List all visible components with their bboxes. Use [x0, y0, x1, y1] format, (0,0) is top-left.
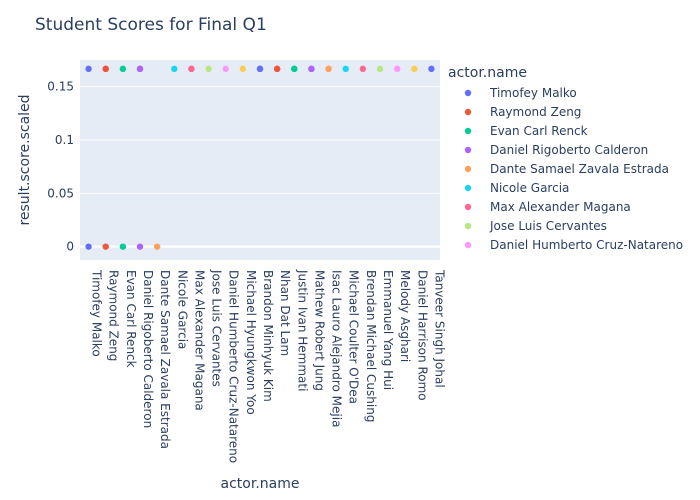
legend-label: Nicole Garcia [490, 181, 569, 195]
legend-label: Jose Luis Cervantes [489, 219, 607, 233]
legend-item-daniel-humberto-cruz-natareno[interactable]: Daniel Humberto Cruz-Natareno [464, 238, 683, 252]
point-brandon-minhyuk-kim[interactable] [256, 65, 264, 73]
x-tick-label: Justin Ivan Hemmati [295, 269, 309, 391]
point-emmanuel-yang-hui[interactable] [376, 65, 384, 73]
point-mathew-robert-jung[interactable] [308, 65, 315, 73]
x-tick-label: Melody Asghari [398, 270, 412, 362]
legend-item-dante-samael-zavala-estrada[interactable]: Dante Samael Zavala Estrada [464, 162, 669, 176]
x-tick-label: Isac Lauro Alejandro Mejia [330, 270, 344, 427]
x-axis-title: actor.name [221, 476, 300, 492]
x-tick-label: Max Alexander Magana [192, 270, 206, 411]
y-tick-label: 0.05 [47, 186, 74, 200]
x-tick-label: Jose Luis Cervantes [210, 269, 224, 387]
legend-item-nicole-garcia[interactable]: Nicole Garcia [464, 181, 570, 195]
point-timofey-malko[interactable] [85, 243, 92, 250]
legend-label: Max Alexander Magana [490, 200, 631, 214]
point-dante-samael-zavala-estrada[interactable] [153, 243, 161, 250]
legend[interactable]: actor.name Timofey Malko Raymond Zeng Evan… [448, 65, 683, 252]
legend-label: Daniel Rigoberto Calderon [490, 143, 648, 157]
x-tick-label: Dante Samael Zavala Estrada [158, 270, 172, 449]
legend-marker [464, 108, 472, 116]
x-tick-label: Mathew Robert Jung [312, 270, 326, 391]
point-justin-ivan-hemmati[interactable] [291, 65, 298, 73]
legend-marker [464, 184, 472, 192]
x-tick-label: Brendan Michael Cushing [364, 270, 378, 422]
x-tick-label: Daniel Harrison Romo [415, 270, 429, 401]
legend-marker [464, 241, 472, 249]
y-axis-ticks: 0 0.05 0.1 0.15 [47, 80, 74, 254]
scatter-points[interactable] [85, 65, 435, 250]
legend-label: Raymond Zeng [490, 105, 581, 119]
point-jose-luis-cervantes[interactable] [205, 65, 212, 73]
legend-label: Evan Carl Renck [490, 124, 588, 138]
legend-label: Timofey Malko [489, 86, 577, 100]
x-tick-label: Daniel Humberto Cruz-Natareno [227, 270, 241, 463]
legend-item-max-alexander-magana[interactable]: Max Alexander Magana [464, 200, 631, 214]
point-evan-carl-renck[interactable] [119, 243, 127, 250]
point-brendan-michael-cushing[interactable] [359, 65, 367, 73]
x-tick-label: Daniel Rigoberto Calderon [141, 270, 155, 428]
x-tick-label: Timofey Malko [90, 269, 104, 357]
point-daniel-rigoberto-calderon[interactable] [136, 65, 144, 73]
legend-item-timofey-malko[interactable]: Timofey Malko [464, 86, 577, 100]
x-tick-label: Michael Hyungkwon Yoo [244, 270, 258, 415]
x-tick-label: Brandon Minhyuk Kim [261, 270, 275, 402]
y-axis-title: result.score.scaled [17, 94, 33, 225]
point-michael-coulter-o-dea[interactable] [342, 65, 349, 73]
legend-item-daniel-rigoberto-calderon[interactable]: Daniel Rigoberto Calderon [464, 143, 648, 157]
point-evan-carl-renck[interactable] [119, 65, 127, 73]
point-nhan-dat-lam[interactable] [273, 65, 281, 73]
x-tick-label: Nicole Garcia [175, 270, 189, 349]
legend-item-evan-carl-renck[interactable]: Evan Carl Renck [464, 124, 588, 138]
point-nicole-garcia[interactable] [171, 65, 178, 73]
point-tanveer-singh-johal[interactable] [428, 65, 435, 73]
legend-item-jose-luis-cervantes[interactable]: Jose Luis Cervantes [464, 219, 607, 233]
plot-area [80, 60, 440, 260]
legend-marker [464, 222, 472, 230]
x-tick-label: Evan Carl Renck [124, 270, 138, 368]
legend-title: actor.name [448, 65, 527, 81]
point-daniel-humberto-cruz-natareno[interactable] [222, 65, 229, 73]
point-isac-lauro-alejandro-mejia[interactable] [325, 65, 332, 73]
legend-items[interactable]: Timofey Malko Raymond Zeng Evan Carl Renck… [464, 86, 683, 252]
legend-marker [464, 165, 472, 173]
legend-marker [464, 146, 472, 154]
y-tick-label: 0.1 [55, 133, 74, 147]
y-tick-label: 0.15 [47, 80, 74, 94]
legend-label: Dante Samael Zavala Estrada [490, 162, 669, 176]
x-tick-label: Michael Coulter O'Dea [347, 270, 361, 404]
legend-marker [464, 127, 472, 135]
chart-title: Student Scores for Final Q1 [35, 15, 267, 35]
point-michael-hyungkwon-yoo[interactable] [239, 65, 247, 73]
point-max-alexander-magana[interactable] [188, 65, 195, 73]
x-tick-label: Raymond Zeng [107, 270, 121, 361]
legend-label: Daniel Humberto Cruz-Natareno [490, 238, 683, 252]
point-timofey-malko[interactable] [85, 65, 92, 73]
y-tick-label: 0 [66, 240, 74, 254]
point-daniel-harrison-romo[interactable] [411, 65, 418, 73]
point-daniel-rigoberto-calderon[interactable] [136, 243, 144, 250]
point-raymond-zeng[interactable] [102, 243, 109, 250]
x-axis-ticks: Timofey Malko Raymond Zeng Evan Carl Renck… [90, 269, 447, 463]
legend-marker [464, 89, 472, 97]
point-melody-asghari[interactable] [393, 65, 401, 73]
x-tick-label: Nhan Dat Lam [278, 270, 292, 356]
legend-marker [464, 203, 472, 211]
point-raymond-zeng[interactable] [102, 65, 109, 73]
x-tick-label: Emmanuel Yang Hui [381, 270, 395, 390]
legend-item-raymond-zeng[interactable]: Raymond Zeng [464, 105, 582, 119]
x-tick-label: Tanveer Singh Johal [432, 269, 446, 388]
